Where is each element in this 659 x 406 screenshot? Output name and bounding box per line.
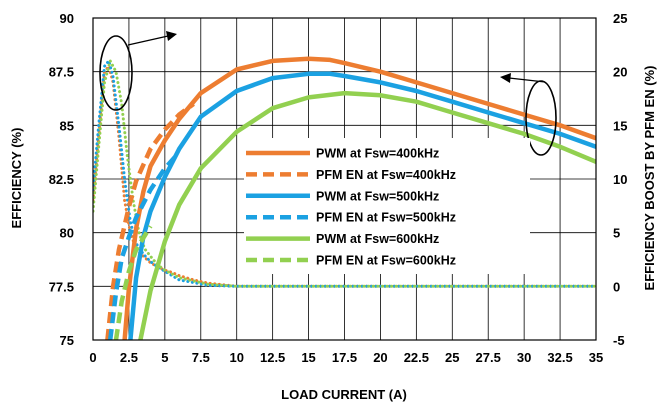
legend-label: PWM at Fsw=600kHz bbox=[316, 232, 439, 246]
y2-tick-label: 20 bbox=[613, 65, 627, 80]
legend: PWM at Fsw=400kHz PFM EN at Fsw=400kHz PWM… bbox=[246, 147, 456, 268]
x-tick-label: 32.5 bbox=[547, 350, 572, 365]
x-axis-title: LOAD CURRENT (A) bbox=[281, 387, 407, 402]
x-tick-label: 22.5 bbox=[404, 350, 429, 365]
y2-tick-label: 15 bbox=[613, 118, 627, 133]
legend-label: PFM EN at Fsw=400kHz bbox=[316, 168, 456, 182]
y-tick-label: 80 bbox=[60, 226, 74, 241]
y2-tick-label: 0 bbox=[613, 279, 620, 294]
x-tick-label: 5 bbox=[161, 350, 168, 365]
y-tick-label: 75 bbox=[60, 333, 74, 348]
y-axis-title: EFFICIENCY (%) bbox=[9, 128, 24, 229]
annotation-layer bbox=[99, 31, 557, 156]
x-tick-label: 35 bbox=[589, 350, 603, 365]
left-series-marker-arrowhead bbox=[166, 31, 177, 41]
y-tick-label: 82.5 bbox=[49, 172, 74, 187]
legend-label: PFM EN at Fsw=600kHz bbox=[316, 254, 456, 268]
series-line-pfm-en bbox=[107, 153, 179, 340]
left-series-marker-ellipse bbox=[99, 35, 133, 111]
plot-border bbox=[92, 17, 597, 341]
x-tick-label: 27.5 bbox=[476, 350, 501, 365]
series-line-pfm-en bbox=[113, 225, 153, 340]
series-line-pwm bbox=[128, 71, 596, 340]
legend-label: PFM EN at Fsw=500kHz bbox=[316, 211, 456, 225]
plot-frame bbox=[92, 17, 597, 341]
right-series-marker-arrowhead bbox=[500, 73, 511, 83]
x-tick-label: 10 bbox=[229, 350, 243, 365]
y2-tick-label: 10 bbox=[613, 172, 627, 187]
series-line-pwm bbox=[122, 56, 596, 340]
y2-tick-label: 25 bbox=[613, 11, 627, 26]
y2-tick-label: -5 bbox=[613, 333, 625, 348]
left-series-marker-arrow bbox=[127, 35, 169, 46]
x-tick-label: 30 bbox=[517, 350, 531, 365]
x-tick-label: 12.5 bbox=[260, 350, 285, 365]
series-line-pfm-en bbox=[105, 102, 195, 340]
legend-label: PWM at Fsw=500kHz bbox=[316, 189, 439, 203]
x-tick-label: 25 bbox=[445, 350, 459, 365]
x-tick-label: 15 bbox=[301, 350, 315, 365]
x-tick-label: 2.5 bbox=[120, 350, 138, 365]
x-tick-label: 7.5 bbox=[192, 350, 210, 365]
legend-label: PWM at Fsw=400kHz bbox=[316, 147, 439, 161]
y-tick-label: 85 bbox=[60, 118, 74, 133]
series-layer bbox=[93, 56, 596, 340]
y-tick-label: 90 bbox=[60, 11, 74, 26]
series-line-efficiency-boost bbox=[93, 59, 596, 288]
series-line-pwm bbox=[138, 90, 596, 340]
y2-tick-label: 5 bbox=[613, 226, 620, 241]
tick-labels: 0 2.5 5 7.5 10 12.5 15 17.5 20 22.5 25 27.5 30 32.5 35… bbox=[49, 11, 628, 365]
y2-axis-title: EFFICIENCY BOOST BY PFM EN (%) bbox=[642, 66, 657, 291]
y-tick-label: 77.5 bbox=[49, 279, 74, 294]
x-tick-label: 17.5 bbox=[332, 350, 357, 365]
x-tick-label: 20 bbox=[373, 350, 387, 365]
right-series-marker-arrow bbox=[508, 77, 546, 83]
y-tick-label: 87.5 bbox=[49, 65, 74, 80]
legend-background bbox=[244, 138, 530, 274]
x-tick-label: 0 bbox=[89, 350, 96, 365]
series-line-efficiency-boost bbox=[93, 59, 596, 288]
